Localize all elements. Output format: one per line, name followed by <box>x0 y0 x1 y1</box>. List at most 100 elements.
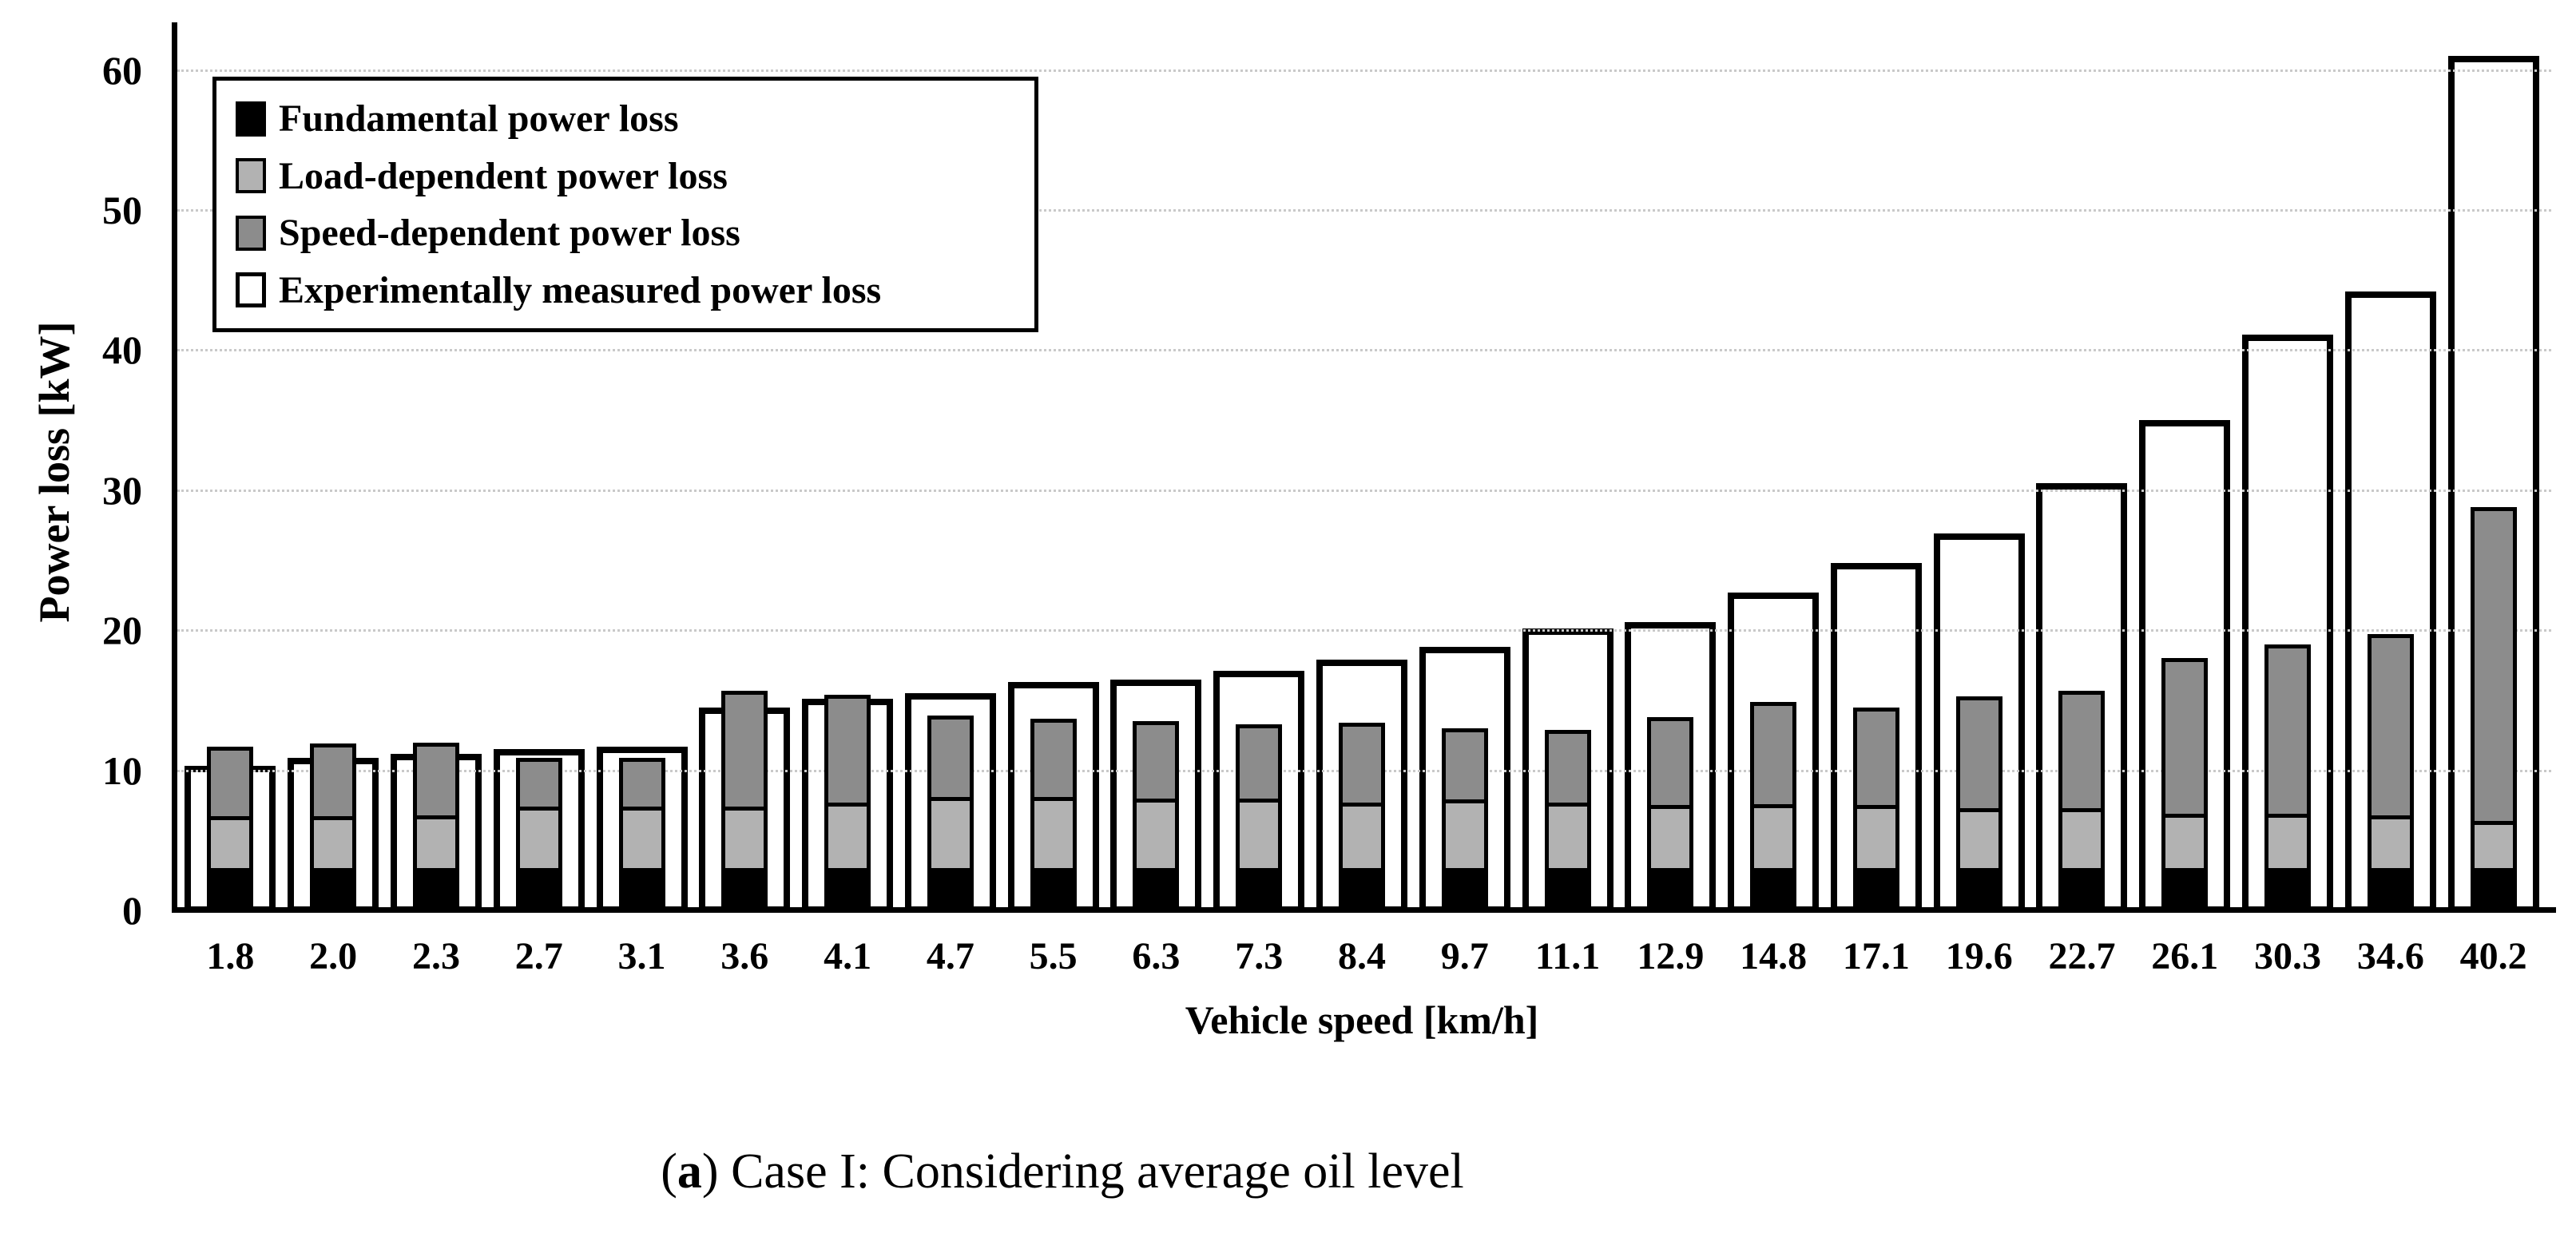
legend: Fundamental power loss Load-dependent po… <box>212 77 1038 332</box>
segment-fundamental-1.8 <box>211 872 250 909</box>
legend-swatch-experimental-icon <box>236 272 266 308</box>
x-tick-label: 11.1 <box>1534 935 1601 977</box>
stacked-bar-2.3 <box>412 742 459 913</box>
segment-fundamental-12.9 <box>1651 872 1690 909</box>
stacked-bar-3.1 <box>618 757 665 913</box>
segment-load-dependent-40.2 <box>2474 824 2513 873</box>
segment-fundamental-19.6 <box>1959 872 1998 909</box>
segment-speed-dependent-14.8 <box>1754 705 1793 808</box>
stacked-bar-12.9 <box>1647 716 1694 913</box>
stacked-bar-11.1 <box>1544 729 1591 913</box>
legend-row-fundamental: Fundamental power loss <box>236 97 1034 141</box>
x-tick-label: 9.7 <box>1440 935 1489 977</box>
stacked-bar-8.4 <box>1339 722 1385 913</box>
segment-fundamental-3.6 <box>725 872 764 909</box>
gridline-50 <box>177 209 2551 212</box>
x-tick-label: 30.3 <box>2254 935 2322 977</box>
segment-speed-dependent-17.1 <box>1856 711 1895 810</box>
segment-load-dependent-8.4 <box>1343 806 1381 873</box>
segment-load-dependent-4.7 <box>931 800 970 873</box>
x-tick-label: 4.7 <box>926 935 974 977</box>
segment-fundamental-8.4 <box>1343 872 1381 909</box>
stacked-bar-4.1 <box>824 694 871 913</box>
gridline-40 <box>177 349 2551 352</box>
y-tick-label: 10 <box>102 747 142 793</box>
legend-row-experimental: Experimentally measured power loss <box>236 268 1034 312</box>
segment-fundamental-26.1 <box>2165 872 2205 909</box>
segment-fundamental-11.1 <box>1548 872 1587 909</box>
y-tick-label: 30 <box>102 467 142 513</box>
x-tick-label: 1.8 <box>206 935 255 977</box>
gridline-20 <box>177 629 2551 632</box>
segment-load-dependent-22.7 <box>2062 811 2102 873</box>
segment-load-dependent-5.5 <box>1034 800 1073 873</box>
stacked-bar-40.2 <box>2470 506 2517 913</box>
stacked-bar-34.6 <box>2367 634 2414 913</box>
segment-load-dependent-2.3 <box>416 819 455 873</box>
stacked-bar-22.7 <box>2058 690 2106 913</box>
segment-fundamental-9.7 <box>1445 872 1484 909</box>
x-tick-label: 8.4 <box>1337 935 1386 977</box>
stacked-bar-19.6 <box>1955 696 2002 913</box>
segment-speed-dependent-2.7 <box>519 761 558 811</box>
segment-speed-dependent-3.1 <box>622 761 661 811</box>
y-tick-label: 50 <box>102 188 142 232</box>
legend-swatch-load-dependent-icon <box>236 158 266 194</box>
legend-swatch-fundamental-icon <box>236 101 266 137</box>
segment-speed-dependent-12.9 <box>1651 720 1690 810</box>
stacked-bar-26.1 <box>2161 658 2209 913</box>
x-tick-label: 2.0 <box>309 935 358 977</box>
y-axis-line <box>172 22 177 913</box>
segment-fundamental-2.7 <box>519 872 558 909</box>
segment-speed-dependent-6.3 <box>1137 725 1176 803</box>
y-tick-label: 40 <box>102 327 142 373</box>
segment-speed-dependent-7.3 <box>1240 728 1279 803</box>
segment-fundamental-4.7 <box>931 872 970 909</box>
legend-label: Experimentally measured power loss <box>279 268 882 311</box>
segment-fundamental-3.1 <box>622 872 661 909</box>
segment-speed-dependent-11.1 <box>1548 733 1587 807</box>
figure-caption: (a) Case I: Considering average oil leve… <box>661 1144 1463 1200</box>
segment-speed-dependent-19.6 <box>1959 700 1998 812</box>
x-tick-label: 2.3 <box>411 935 460 977</box>
segment-fundamental-2.3 <box>416 872 455 909</box>
segment-load-dependent-30.3 <box>2268 817 2308 873</box>
segment-load-dependent-3.6 <box>725 811 764 873</box>
stacked-bar-14.8 <box>1750 701 1797 913</box>
segment-fundamental-5.5 <box>1034 872 1073 909</box>
segment-load-dependent-12.9 <box>1651 809 1690 873</box>
x-tick-label: 3.6 <box>720 935 769 977</box>
stacked-bar-17.1 <box>1852 707 1899 913</box>
segment-speed-dependent-40.2 <box>2474 510 2513 825</box>
segment-load-dependent-6.3 <box>1137 802 1176 873</box>
x-tick-label: 12.9 <box>1637 935 1705 977</box>
segment-speed-dependent-3.6 <box>725 694 764 811</box>
segment-fundamental-4.1 <box>828 872 867 909</box>
stacked-bar-30.3 <box>2264 644 2312 913</box>
x-tick-label: 17.1 <box>1842 935 1910 977</box>
y-tick-label: 60 <box>102 47 142 93</box>
x-tick-label: 26.1 <box>2151 935 2219 977</box>
segment-load-dependent-11.1 <box>1548 806 1587 873</box>
segment-fundamental-30.3 <box>2268 872 2308 909</box>
x-tick-label: 40.2 <box>2459 935 2527 977</box>
x-tick-label: 5.5 <box>1029 935 1078 977</box>
x-tick-label: 6.3 <box>1132 935 1181 977</box>
stacked-bar-7.3 <box>1236 724 1283 913</box>
segment-fundamental-22.7 <box>2062 872 2102 909</box>
segment-load-dependent-14.8 <box>1754 807 1793 873</box>
segment-fundamental-17.1 <box>1856 872 1895 909</box>
stacked-bar-6.3 <box>1133 721 1180 913</box>
stacked-bar-2.0 <box>310 743 357 913</box>
y-tick-label: 20 <box>102 608 142 653</box>
segment-speed-dependent-2.3 <box>416 746 455 819</box>
segment-speed-dependent-5.5 <box>1034 722 1073 801</box>
y-tick-label: 0 <box>122 888 142 933</box>
segment-load-dependent-2.0 <box>314 820 353 873</box>
x-tick-label: 4.1 <box>824 935 872 977</box>
segment-speed-dependent-34.6 <box>2371 638 2410 819</box>
legend-row-load-dependent: Load-dependent power loss <box>236 154 1034 198</box>
segment-fundamental-34.6 <box>2371 872 2410 909</box>
segment-fundamental-6.3 <box>1137 872 1176 909</box>
